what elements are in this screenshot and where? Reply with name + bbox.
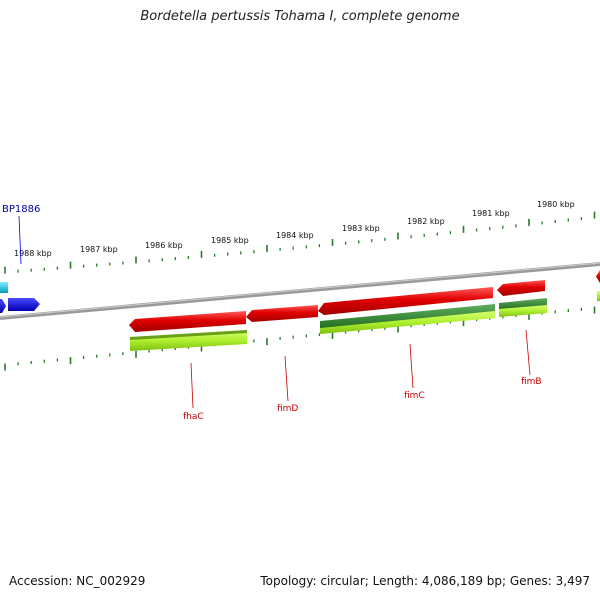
scale-label: 1988 kbp <box>14 249 52 258</box>
gene-label-fhaC[interactable]: fhaC <box>183 412 204 422</box>
scale-label: 1982 kbp <box>407 217 445 226</box>
topology-text: Topology: circular; Length: 4,086,189 bp… <box>260 574 590 588</box>
leader-fimB <box>525 329 531 376</box>
backbone-arc <box>0 262 600 320</box>
gene-fimD-cds[interactable] <box>246 305 318 322</box>
gene-fhaC-cds[interactable] <box>129 311 246 332</box>
scale-label: 1981 kbp <box>472 209 510 218</box>
leader-fimD <box>284 355 289 402</box>
gene-label-fimD[interactable]: fimD <box>277 404 298 414</box>
outer-scale-ticks <box>4 211 596 274</box>
leader-fimC <box>409 343 414 389</box>
leader-bp1886 <box>18 215 22 265</box>
orf-block-fhaC[interactable] <box>130 330 247 351</box>
orf-block-fimC[interactable] <box>320 311 495 334</box>
scale-label: 1983 kbp <box>342 224 380 233</box>
leader-fhaC <box>190 362 194 409</box>
blue-feature-bp1886[interactable] <box>8 298 40 311</box>
scale-label: 1985 kbp <box>211 236 249 245</box>
gene-fimB-cds[interactable] <box>497 280 545 296</box>
lime-feature-right-edge[interactable] <box>597 291 600 301</box>
orf-block-fimB[interactable] <box>499 305 547 317</box>
scale-label: 1986 kbp <box>145 241 183 250</box>
backbone-highlight <box>0 262 600 318</box>
scale-labels: 1988 kbp 1987 kbp 1986 kbp 1985 kbp 1984… <box>14 200 575 258</box>
scale-label: 1987 kbp <box>80 245 118 254</box>
gene-label-fimC[interactable]: fimC <box>404 391 425 401</box>
gene-label-fimB[interactable]: fimB <box>521 377 542 387</box>
red-feature-right-edge[interactable] <box>596 270 600 283</box>
accession-text: Accession: NC_002929 <box>9 574 146 588</box>
orf-block-fimC-dark[interactable] <box>320 304 495 329</box>
blue-feature-left[interactable] <box>0 299 6 313</box>
gene-fimC-cds[interactable] <box>318 287 493 315</box>
scale-label: 1984 kbp <box>276 231 314 240</box>
map-title: Bordetella pertussis Tohama I, complete … <box>140 9 460 24</box>
gene-label-bp1886[interactable]: BP1886 <box>2 204 40 215</box>
cyan-feature[interactable] <box>0 282 8 293</box>
scale-label: 1980 kbp <box>537 200 575 209</box>
label-leader-lines <box>18 215 531 409</box>
